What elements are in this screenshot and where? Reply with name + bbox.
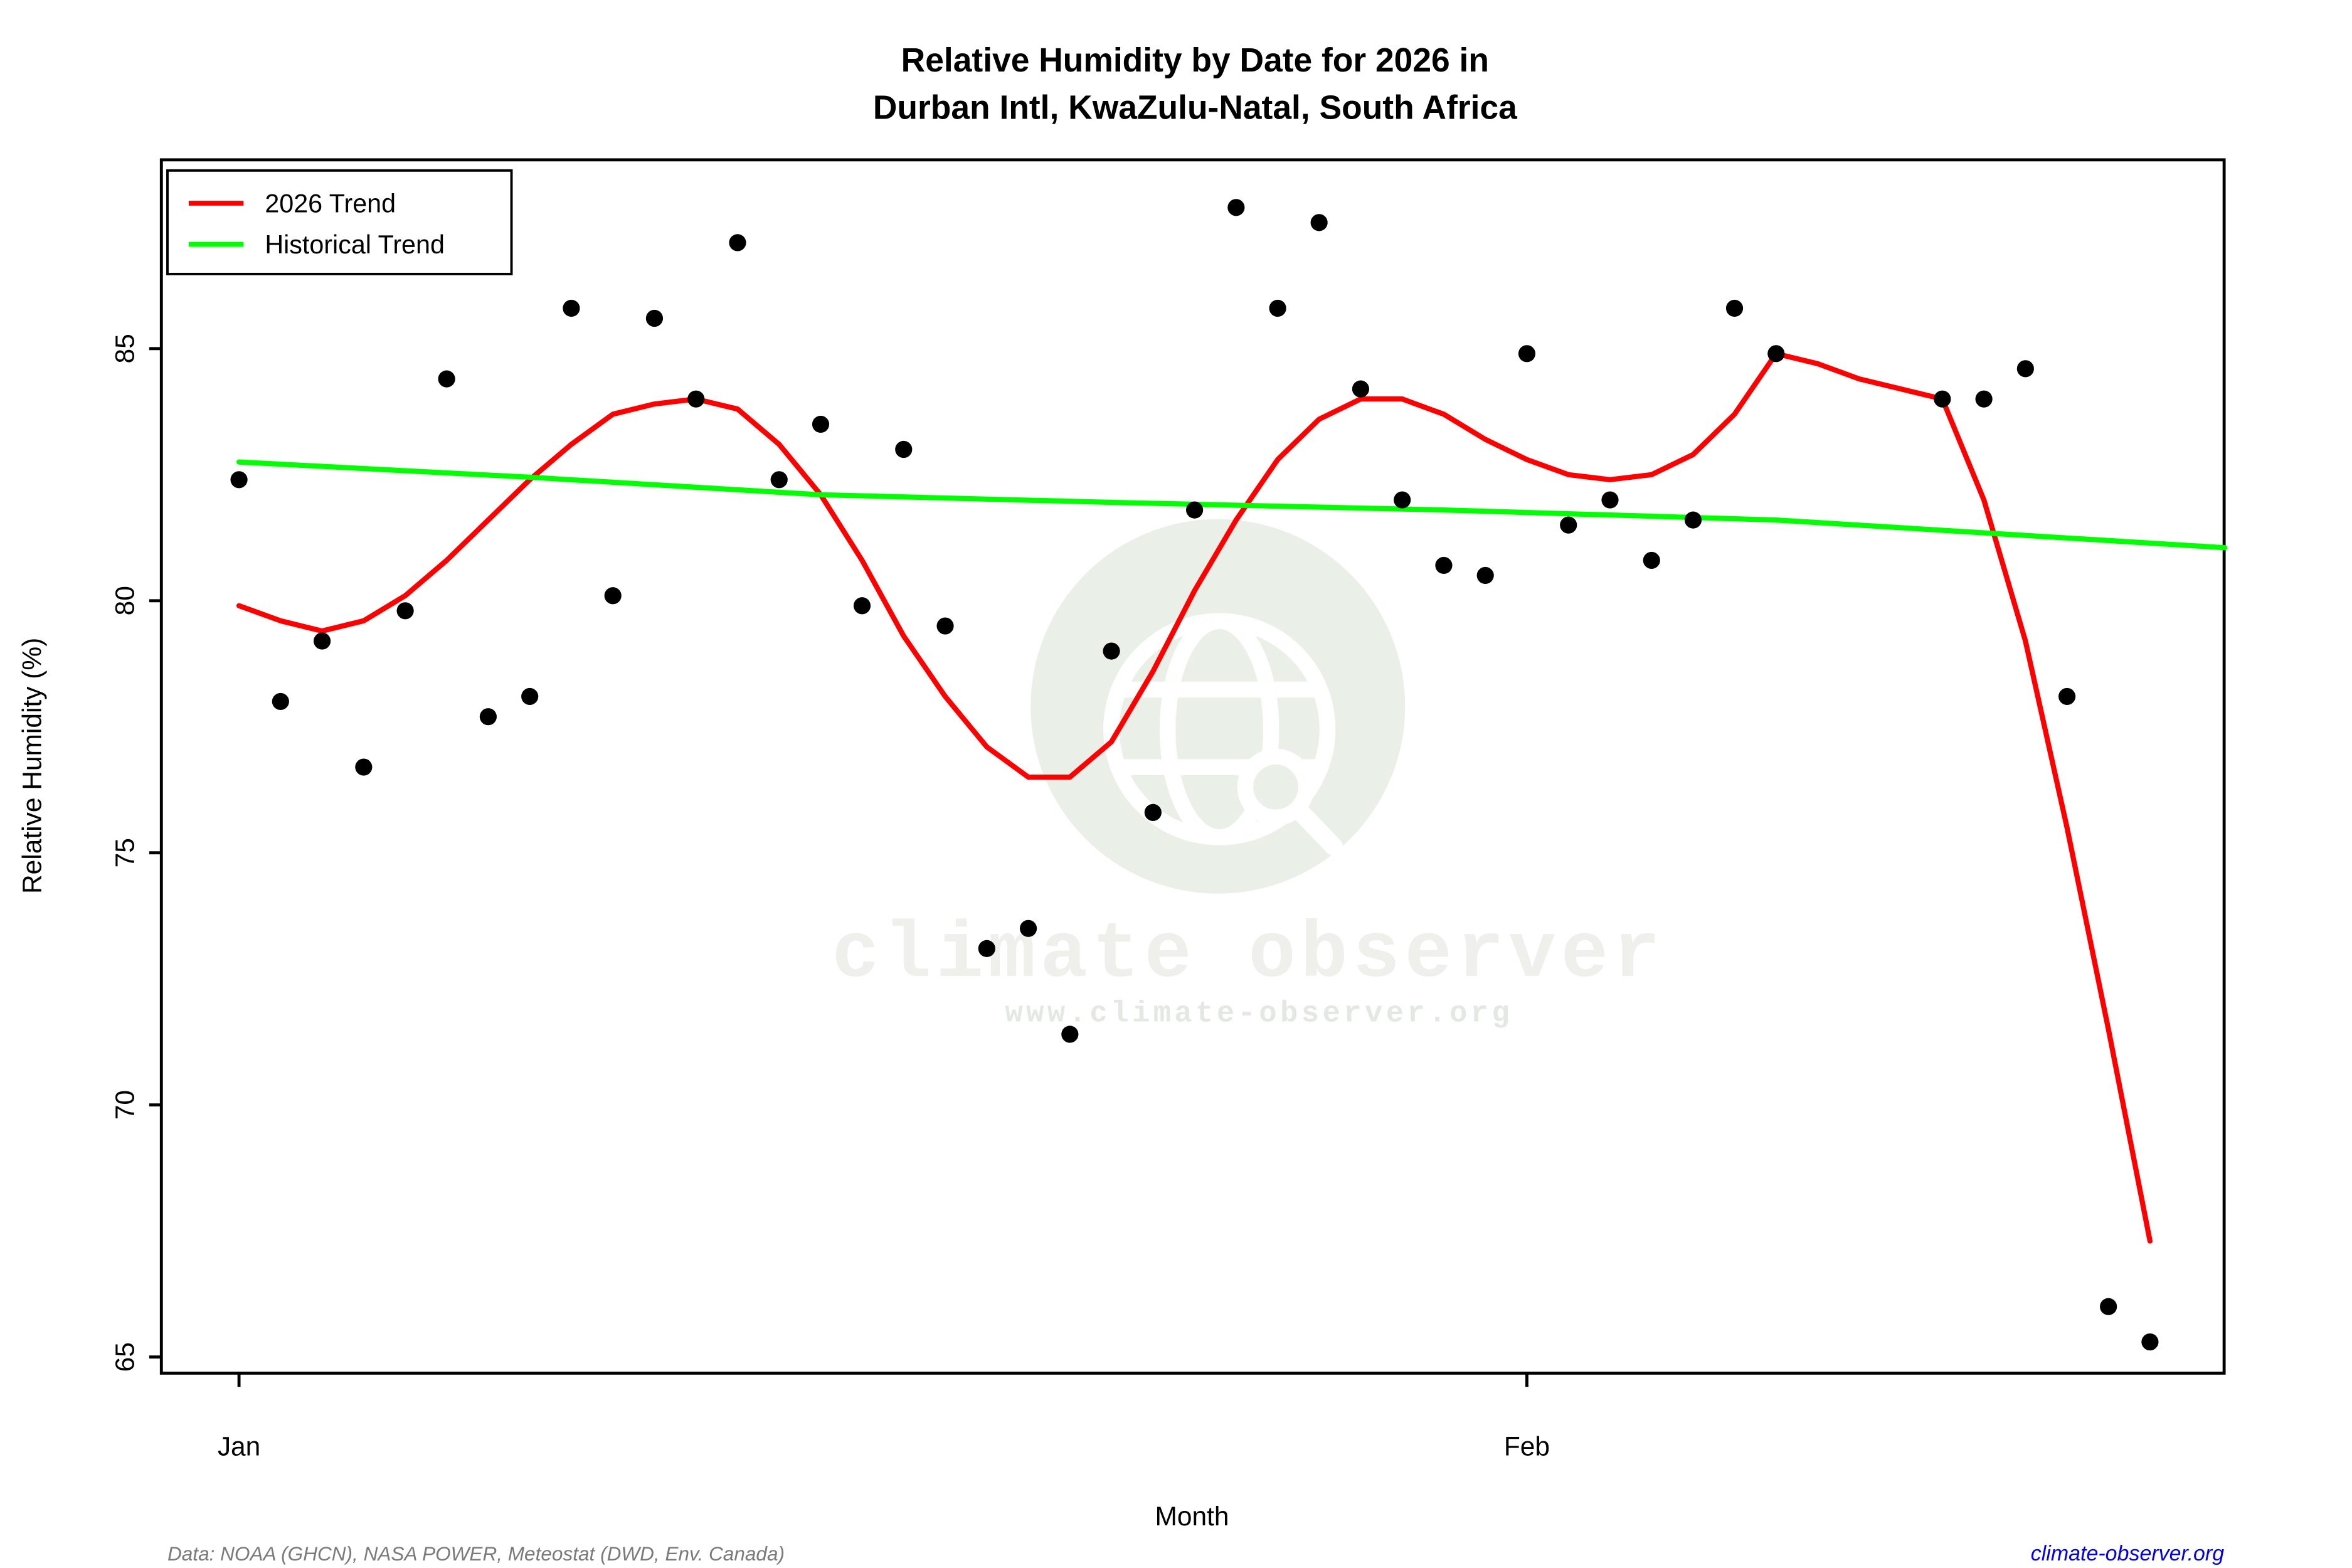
data-point	[1144, 803, 1162, 821]
data-point	[2141, 1333, 2159, 1351]
data-point	[895, 440, 913, 458]
magnifier-icon	[1237, 748, 1343, 856]
data-point	[563, 299, 580, 317]
data-point	[2016, 360, 2034, 378]
y-axis-ticks: 65 70 75 80 85	[110, 334, 162, 1372]
data-source-note: Data: NOAA (GHCN), NASA POWER, Meteostat…	[167, 1542, 785, 1565]
data-point	[1725, 299, 1744, 317]
data-point	[230, 471, 248, 489]
scatter-points	[230, 199, 2159, 1351]
y-tick-label: 80	[110, 586, 140, 615]
watermark-url: www.climate-observer.org	[1005, 998, 1513, 1031]
watermark-title: climate observer	[832, 910, 1665, 1000]
data-point	[853, 597, 871, 615]
x-tick-label: Jan	[218, 1431, 260, 1461]
data-point	[438, 370, 455, 388]
data-point	[1227, 199, 1245, 216]
data-point	[978, 940, 995, 957]
data-point	[1310, 214, 1328, 231]
data-point	[396, 602, 414, 620]
x-axis-title: Month	[1155, 1502, 1229, 1531]
data-point	[1352, 380, 1370, 398]
data-point	[687, 390, 705, 408]
chart-title-line1: Relative Humidity by Date for 2026 in	[901, 42, 1489, 79]
legend: 2026 Trend Historical Trend	[166, 169, 513, 275]
site-link[interactable]: climate-observer.org	[2031, 1542, 2224, 1565]
data-point	[1269, 299, 1286, 317]
data-point	[1518, 345, 1536, 363]
data-point	[521, 687, 539, 706]
data-point	[1103, 642, 1120, 660]
watermark: climate observer www.climate-observer.or…	[832, 519, 1665, 1031]
y-tick-label: 65	[110, 1342, 140, 1372]
y-tick-label: 70	[110, 1090, 140, 1120]
data-point	[1061, 1025, 1079, 1043]
data-point	[355, 758, 373, 776]
legend-label-historical: Historical Trend	[265, 230, 445, 259]
y-axis-title: Relative Humidity (%)	[18, 638, 47, 894]
data-point	[1435, 556, 1453, 575]
data-point	[604, 587, 622, 605]
data-point	[936, 617, 954, 635]
data-point	[770, 471, 788, 489]
legend-label-2026: 2026 Trend	[265, 189, 396, 218]
data-point	[1934, 390, 1951, 408]
data-point	[729, 234, 746, 252]
data-point	[645, 309, 664, 327]
data-point	[1476, 566, 1494, 585]
data-point	[479, 708, 497, 726]
data-point	[1601, 491, 1619, 509]
data-point	[1560, 516, 1577, 534]
plot-box	[159, 158, 2226, 1375]
x-tick-label: Feb	[1504, 1431, 1550, 1461]
y-tick-label: 85	[110, 334, 140, 363]
trend-lines	[236, 351, 2228, 1244]
data-point	[2100, 1298, 2117, 1315]
data-point	[314, 632, 331, 650]
data-point	[812, 415, 830, 433]
x-axis-ticks: Jan Feb	[218, 1373, 1550, 1461]
legend-box	[166, 169, 513, 275]
data-point	[1975, 390, 1993, 408]
trend-line-historical	[236, 459, 2228, 551]
data-point	[2058, 687, 2076, 706]
data-point	[1684, 511, 1702, 529]
data-point	[1186, 501, 1204, 519]
data-point	[272, 692, 289, 711]
y-tick-label: 75	[110, 838, 140, 867]
trend-line-2026	[236, 351, 2153, 1244]
data-point	[1019, 919, 1037, 937]
data-point	[1394, 491, 1411, 509]
data-point	[1643, 551, 1660, 569]
data-point	[1767, 345, 1785, 363]
chart-title-line2: Durban Intl, KwaZulu-Natal, South Africa	[873, 89, 1518, 126]
